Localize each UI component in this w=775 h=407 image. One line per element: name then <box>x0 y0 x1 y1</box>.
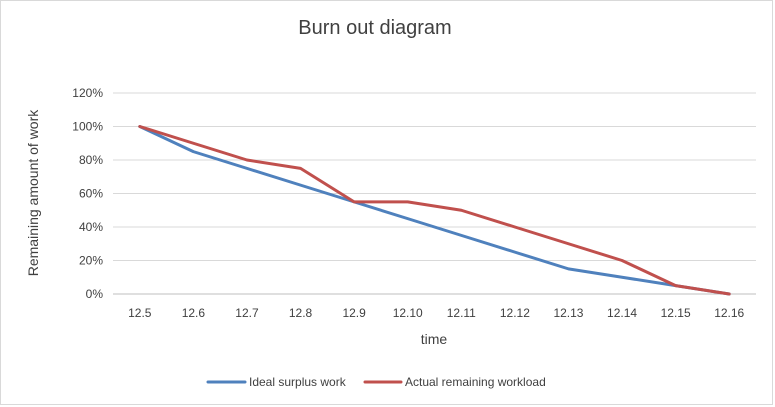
x-tick-label: 12.12 <box>500 306 530 320</box>
series-point-2 <box>674 284 677 287</box>
y-tick-label: 60% <box>79 187 103 201</box>
y-tick-label: 120% <box>72 86 103 100</box>
legend-label: Ideal surplus work <box>249 375 347 389</box>
legend: Ideal surplus work Actual remaining workl… <box>206 375 546 389</box>
legend-item: Ideal surplus work <box>206 375 347 389</box>
x-tick-label: 12.15 <box>661 306 691 320</box>
series-point-2 <box>138 125 141 128</box>
grid-layer <box>113 92 756 295</box>
y-tick-label: 20% <box>79 254 103 268</box>
x-tick-label: 12.5 <box>128 306 152 320</box>
y-tick-label: 0% <box>86 287 104 301</box>
legend-item: Actual remaining workload <box>363 375 546 389</box>
series-point-2 <box>728 293 731 296</box>
series-point-1 <box>299 184 302 187</box>
series-point-2 <box>406 200 409 203</box>
x-tick-label: 12.13 <box>553 306 583 320</box>
x-tick-label: 12.7 <box>235 306 259 320</box>
series-point-1 <box>460 234 463 237</box>
series-point-2 <box>245 159 248 162</box>
legend-label: Actual remaining workload <box>405 375 546 389</box>
series-point-1 <box>513 251 516 254</box>
series-point-1 <box>406 217 409 220</box>
x-tick-label: 12.11 <box>447 306 476 320</box>
y-tick-label: 80% <box>79 153 103 167</box>
chart-title: Burn out diagram <box>298 17 451 39</box>
y-axis-ticks: 0% 20% 40% 60% 80% 100% 120% <box>72 86 103 301</box>
x-tick-label: 12.9 <box>342 306 366 320</box>
series-point-1 <box>245 167 248 170</box>
x-tick-label: 12.8 <box>289 306 313 320</box>
x-tick-label: 12.14 <box>607 306 637 320</box>
series-point-2 <box>353 200 356 203</box>
series-line-1 <box>138 125 731 296</box>
x-axis-title: time <box>421 331 448 347</box>
series-point-2 <box>192 142 195 145</box>
series-point-1 <box>192 150 195 153</box>
x-tick-label: 12.10 <box>393 306 423 320</box>
x-tick-label: 12.16 <box>714 306 744 320</box>
series-point-1 <box>621 276 624 279</box>
series-point-2 <box>299 167 302 170</box>
series-point-1 <box>567 267 570 270</box>
series-line-2 <box>138 125 731 296</box>
x-axis-ticks: 12.5 12.6 12.7 12.8 12.9 12.10 12.11 12.12 12.13… <box>128 306 744 320</box>
series-layer <box>138 125 731 296</box>
series-point-2 <box>567 242 570 245</box>
x-tick-label: 12.6 <box>182 306 206 320</box>
series-point-2 <box>460 209 463 212</box>
y-tick-label: 40% <box>79 220 103 234</box>
y-axis-title: Remaining amount of work <box>25 109 41 277</box>
y-tick-label: 100% <box>72 120 103 134</box>
series-point-2 <box>513 226 516 229</box>
series-point-2 <box>621 259 624 262</box>
